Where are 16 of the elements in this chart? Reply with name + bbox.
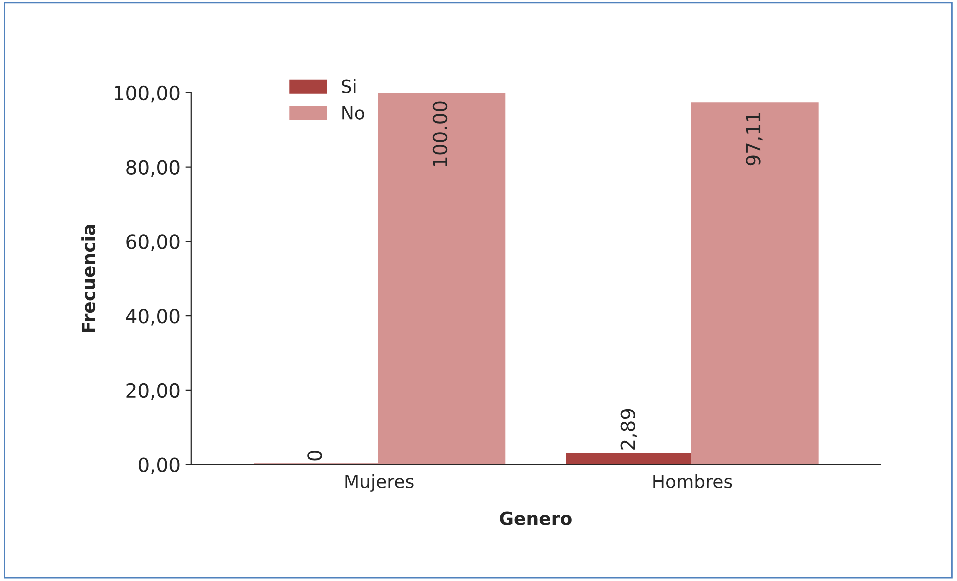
legend-label: Si: [342, 79, 356, 94]
y-tick-label: 60,00: [126, 234, 180, 252]
data-label: 100.00: [432, 102, 448, 166]
y-tick-label: 40,00: [126, 309, 180, 326]
data-label: 97,11: [746, 112, 763, 166]
data-label: 2,89: [620, 409, 638, 450]
y-tick-label: 80,00: [126, 160, 180, 177]
data-label: 0: [308, 450, 322, 461]
y-tick-label: 100,00: [115, 86, 180, 103]
y-axis-title: Frecuencia: [82, 225, 96, 332]
x-axis-title: Genero: [500, 512, 572, 526]
x-tick-label: Mujeres: [346, 474, 414, 492]
y-tick-label: 0,00: [138, 458, 180, 474]
y-tick-label: 20,00: [126, 383, 180, 400]
legend-label: No: [342, 106, 364, 120]
x-tick-label: Hombres: [654, 474, 732, 488]
